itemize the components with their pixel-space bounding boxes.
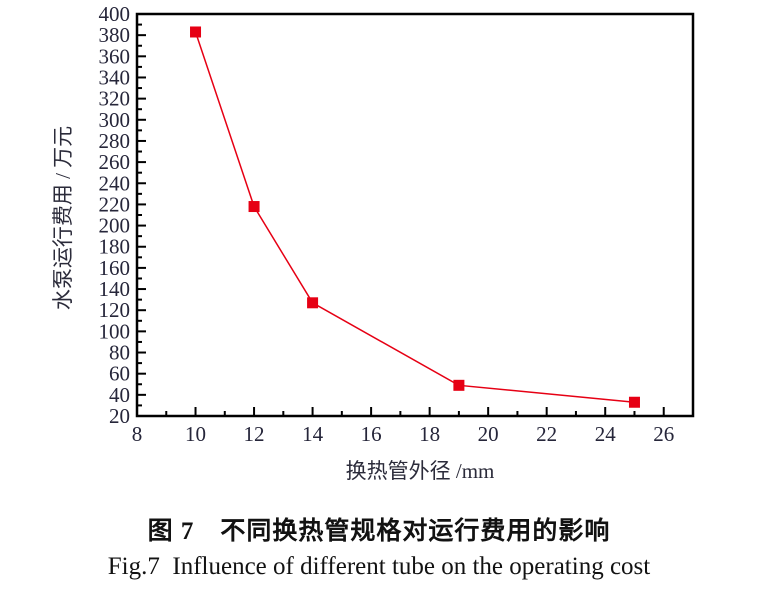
x-tick-label: 8 bbox=[132, 422, 143, 446]
y-tick-label: 160 bbox=[99, 256, 131, 280]
series-layer bbox=[190, 26, 640, 408]
y-tick-label: 380 bbox=[99, 23, 131, 47]
x-tick-label: 18 bbox=[419, 422, 440, 446]
x-tick-label: 12 bbox=[244, 422, 265, 446]
data-point-marker bbox=[248, 201, 260, 213]
data-point-marker bbox=[190, 26, 202, 38]
y-tick-label: 40 bbox=[109, 383, 130, 407]
data-point-marker bbox=[628, 396, 640, 408]
y-tick-label: 140 bbox=[99, 277, 131, 301]
y-axis-title: 水泵运行费用 / 万元 bbox=[51, 126, 75, 310]
x-tick-label: 24 bbox=[595, 422, 617, 446]
y-tick-label: 60 bbox=[109, 362, 130, 386]
x-tick-label: 22 bbox=[536, 422, 557, 446]
y-tick-label: 120 bbox=[99, 298, 131, 322]
x-tick-label: 20 bbox=[478, 422, 499, 446]
y-tick-label: 80 bbox=[109, 341, 130, 365]
x-tick-label: 14 bbox=[302, 422, 324, 446]
y-tick-label: 300 bbox=[99, 108, 131, 132]
x-tick-label: 26 bbox=[653, 422, 674, 446]
x-tick-label: 10 bbox=[185, 422, 206, 446]
ticks-layer: 8 10 12 14 16 18 20 22 24 26204060801001201401601… bbox=[99, 2, 675, 446]
x-tick-label: 16 bbox=[361, 422, 382, 446]
y-tick-label: 240 bbox=[99, 171, 131, 195]
plot-frame bbox=[135, 12, 695, 418]
x-axis-title: 换热管外径 /mm bbox=[346, 459, 495, 483]
figure-caption-zh: 图 7 不同换热管规格对运行费用的影响 bbox=[147, 518, 611, 545]
y-tick-label: 200 bbox=[99, 214, 131, 238]
data-point-marker bbox=[307, 297, 319, 309]
y-tick-label: 360 bbox=[99, 44, 131, 68]
y-tick-label: 400 bbox=[99, 2, 131, 26]
y-tick-label: 100 bbox=[99, 319, 131, 343]
y-tick-label: 180 bbox=[99, 235, 131, 259]
data-line bbox=[194, 31, 635, 403]
y-tick-label: 280 bbox=[99, 129, 131, 153]
y-tick-label: 220 bbox=[99, 192, 131, 216]
y-tick-label: 340 bbox=[99, 65, 131, 89]
y-tick-label: 20 bbox=[109, 404, 130, 428]
y-tick-label: 260 bbox=[99, 150, 131, 174]
chart-svg: 8 10 12 14 16 18 20 22 24 26204060801001201401601… bbox=[51, 2, 695, 483]
figure-caption-en: Fig.7 Influence of different tube on the… bbox=[107, 553, 651, 580]
y-tick-label: 320 bbox=[99, 87, 131, 111]
data-point-marker bbox=[453, 379, 465, 391]
